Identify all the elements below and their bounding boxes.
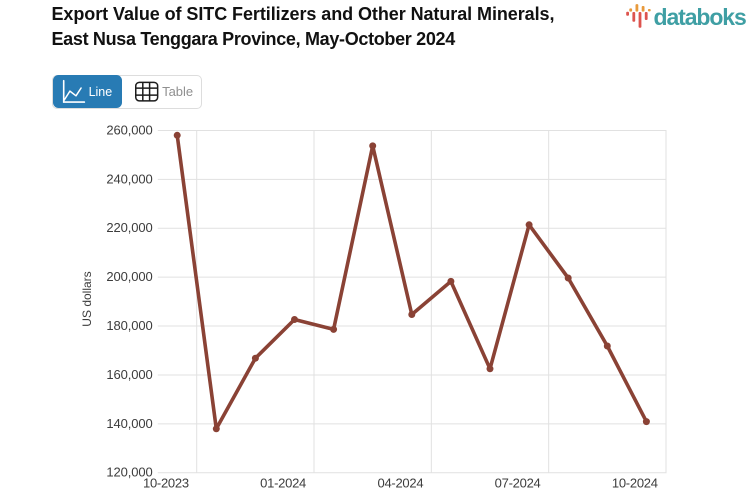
svg-text:10-2024: 10-2024 <box>612 476 658 491</box>
svg-text:160,000: 160,000 <box>106 367 152 382</box>
svg-text:04-2024: 04-2024 <box>377 476 423 491</box>
svg-text:07-2024: 07-2024 <box>495 476 541 491</box>
svg-text:260,000: 260,000 <box>106 122 152 137</box>
svg-text:200,000: 200,000 <box>106 269 152 284</box>
svg-text:US dollars: US dollars <box>80 271 94 326</box>
svg-text:120,000: 120,000 <box>106 465 152 480</box>
svg-text:220,000: 220,000 <box>106 220 152 235</box>
svg-text:180,000: 180,000 <box>106 318 152 333</box>
svg-text:10-2023: 10-2023 <box>143 476 189 491</box>
svg-text:01-2024: 01-2024 <box>260 476 306 491</box>
svg-text:240,000: 240,000 <box>106 171 152 186</box>
svg-text:140,000: 140,000 <box>106 416 152 431</box>
